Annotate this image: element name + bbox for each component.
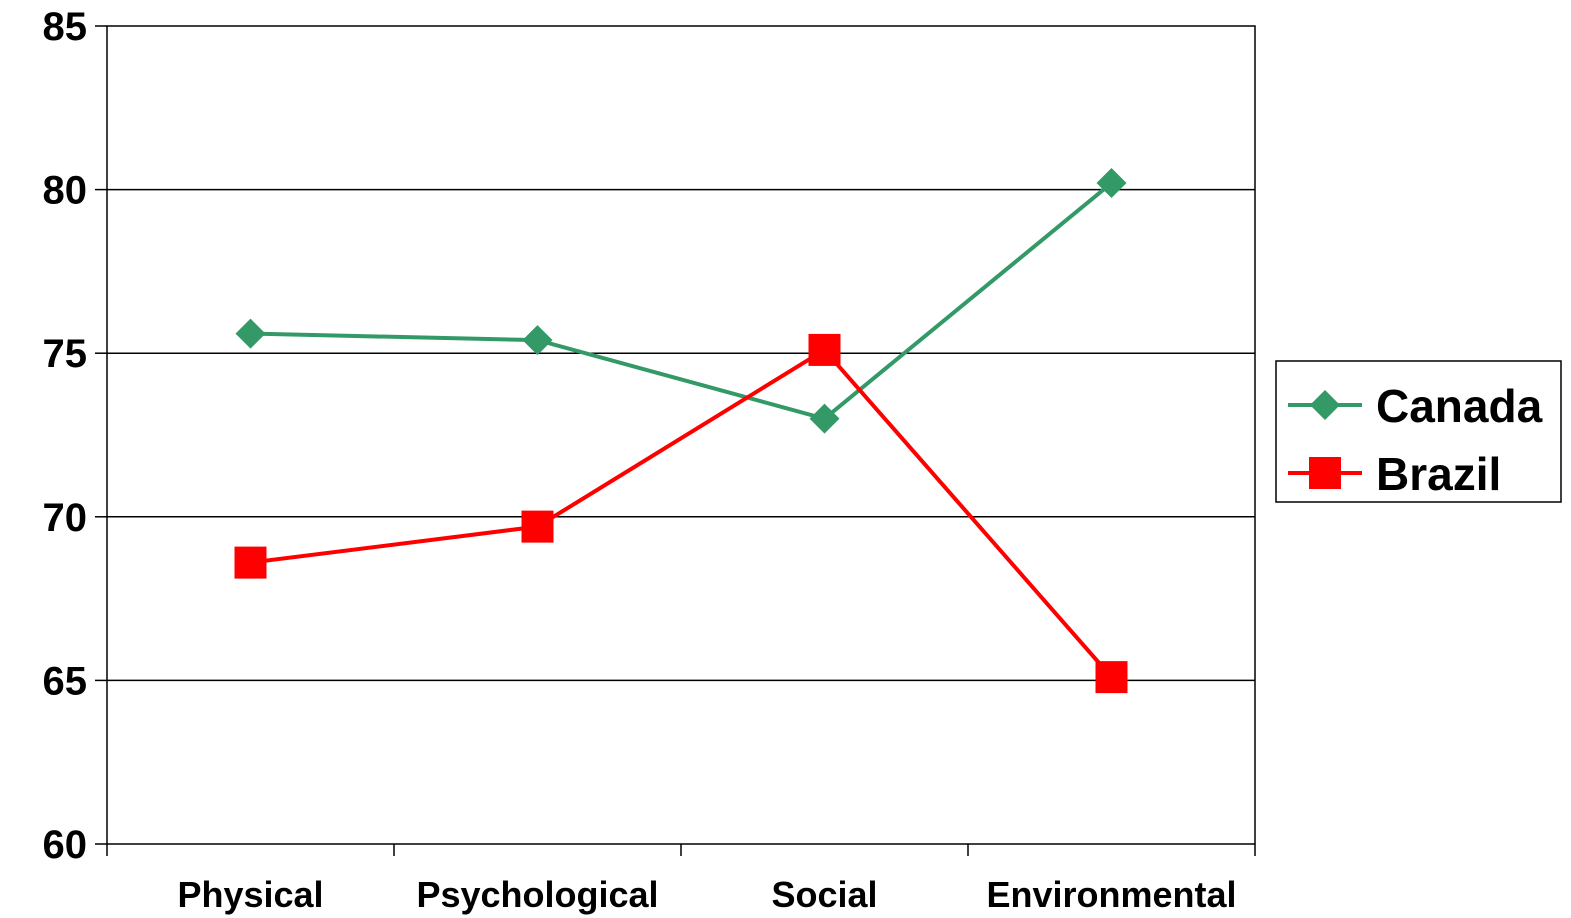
legend-label: Canada <box>1376 380 1543 432</box>
data-point-brazil <box>234 546 267 579</box>
data-point-canada <box>522 325 553 356</box>
plot-area-frame <box>106 25 1256 845</box>
x-tick-label: Social <box>771 874 877 915</box>
data-point-canada <box>809 403 840 434</box>
data-point-brazil <box>1095 661 1128 694</box>
series-brazil <box>234 333 1128 694</box>
legend-label: Brazil <box>1376 448 1501 500</box>
gridlines <box>107 188 1255 682</box>
data-point-brazil <box>808 333 841 366</box>
x-tick-label: Physical <box>177 874 323 915</box>
legend-item-brazil: Brazil <box>1288 448 1501 500</box>
y-tick-label: 75 <box>43 332 88 376</box>
legend-item-canada: Canada <box>1288 380 1543 432</box>
series-line-brazil <box>250 347 1114 679</box>
x-tick-label: Environmental <box>986 874 1236 915</box>
square-marker-icon <box>1309 457 1341 489</box>
series-canada <box>235 168 1127 434</box>
data-point-canada <box>235 318 266 349</box>
legend: Canada Brazil <box>1275 360 1562 503</box>
y-tick-label: 65 <box>43 659 88 703</box>
data-point-brazil <box>521 510 554 543</box>
x-tick-label: Psychological <box>416 874 658 915</box>
axes: 60 65 70 75 80 85 Physical Psychological Social E… <box>43 5 1256 915</box>
y-tick-label: 70 <box>43 496 88 540</box>
y-tick-label: 60 <box>43 823 88 867</box>
y-tick-label: 80 <box>43 169 88 213</box>
series-lines <box>234 168 1128 694</box>
data-point-canada <box>1096 168 1127 199</box>
diamond-marker-icon <box>1310 390 1340 420</box>
series-line-canada <box>250 181 1113 421</box>
y-tick-label: 85 <box>43 5 88 49</box>
